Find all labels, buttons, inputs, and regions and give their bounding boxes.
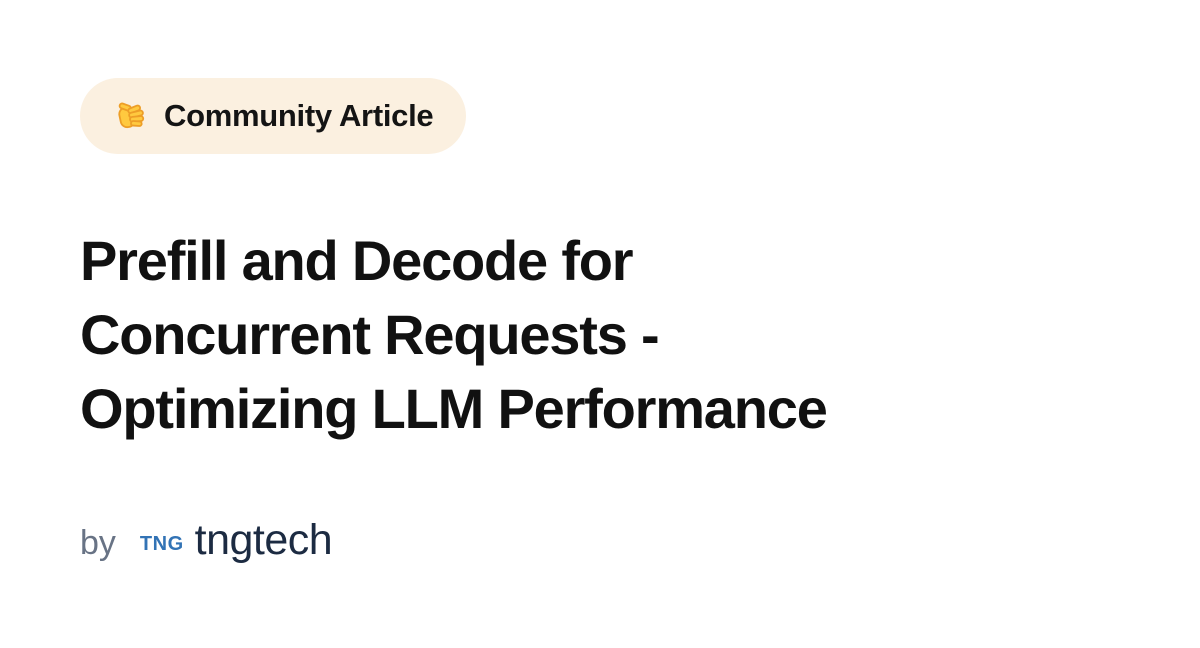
tngtech-logo[interactable]: TNG [139, 533, 184, 555]
author-name-link[interactable]: tngtech [194, 516, 333, 564]
article-title: Prefill and Decode for Concurrent Reques… [80, 224, 1000, 446]
title-line-1: Prefill and Decode for [80, 229, 634, 292]
title-line-2: Concurrent Requests - [80, 303, 660, 366]
byline-by-label: by [80, 524, 116, 562]
community-article-badge: Community Article [80, 78, 467, 154]
title-line-3: Optimizing LLM Performance [80, 377, 828, 440]
waving-hand-icon [118, 102, 145, 129]
byline: by TNG tngtech [80, 516, 1140, 565]
badge-label: Community Article [164, 98, 434, 133]
